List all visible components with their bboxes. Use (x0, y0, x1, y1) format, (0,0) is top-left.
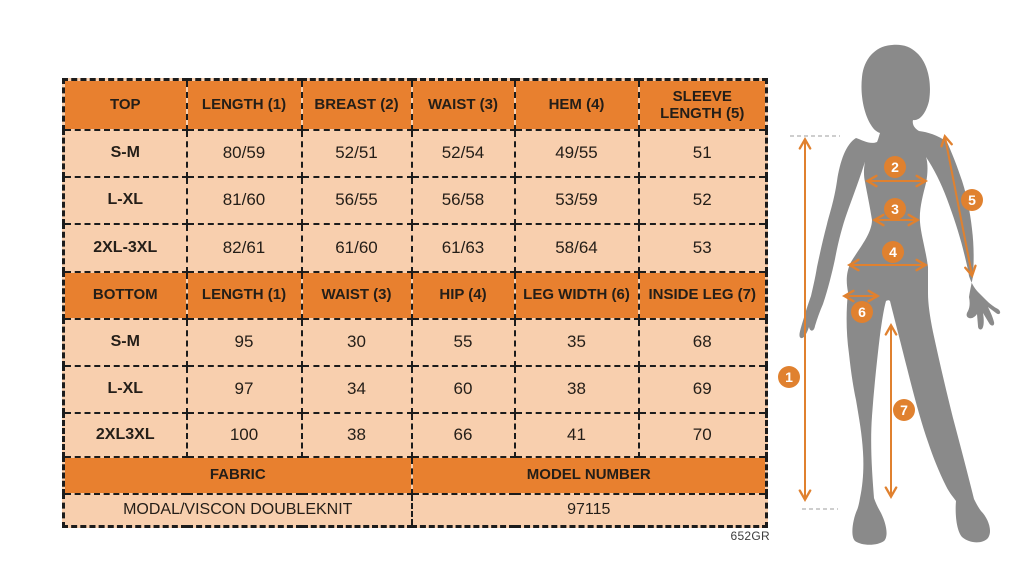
table-row: S-M 95 30 55 35 68 (62, 317, 768, 367)
cell-value: 68 (637, 317, 768, 367)
cell-value: 51 (637, 128, 768, 178)
figure-canvas (790, 44, 1001, 545)
size-label: L-XL (62, 175, 188, 225)
col-header-bottom: BOTTOM (62, 270, 188, 320)
measure-marker-2: 2 (884, 156, 906, 178)
measure-marker-5: 5 (961, 189, 983, 211)
col-header-inside-leg-7: INSIDE LEG (7) (637, 270, 768, 320)
woman-silhouette (799, 44, 1001, 545)
fabric-value: MODAL/VISCON DOUBLEKNIT (62, 492, 413, 528)
cell-value: 52 (637, 175, 768, 225)
cell-value: 49/55 (513, 128, 640, 178)
cell-value: 56/55 (300, 175, 413, 225)
cell-value: 30 (300, 317, 413, 367)
measure-marker-3: 3 (884, 198, 906, 220)
col-header-sleeve-length-5: SLEEVE LENGTH (5) (637, 78, 768, 131)
cell-value: 81/60 (185, 175, 303, 225)
col-header-length-1: LENGTH (1) (185, 270, 303, 320)
cell-value: 34 (300, 364, 413, 414)
cell-value: 56/58 (410, 175, 516, 225)
arrow-sleeve-5 (940, 134, 977, 278)
cell-value: 100 (185, 411, 303, 458)
cell-value: 55 (410, 317, 516, 367)
col-header-hem-4: HEM (4) (513, 78, 640, 131)
measure-marker-7: 7 (893, 399, 915, 421)
info-header-row: FABRIC MODEL NUMBER (62, 455, 768, 495)
col-header-top: TOP (62, 78, 188, 131)
cell-value: 95 (185, 317, 303, 367)
cell-value: 69 (637, 364, 768, 414)
cell-value: 80/59 (185, 128, 303, 178)
cell-value: 35 (513, 317, 640, 367)
size-label: L-XL (62, 364, 188, 414)
top-header-row: TOP LENGTH (1) BREAST (2) WAIST (3) HEM … (62, 78, 768, 131)
cell-value: 66 (410, 411, 516, 458)
cell-value: 38 (300, 411, 413, 458)
table-row: S-M 80/59 52/51 52/54 49/55 51 (62, 128, 768, 178)
col-header-waist-3: WAIST (3) (300, 270, 413, 320)
size-label: S-M (62, 317, 188, 367)
style-code: 652GR (730, 529, 770, 543)
cell-value: 60 (410, 364, 516, 414)
cell-value: 53/59 (513, 175, 640, 225)
size-label: S-M (62, 128, 188, 178)
cell-value: 41 (513, 411, 640, 458)
cell-value: 52/51 (300, 128, 413, 178)
table-row: L-XL 97 34 60 38 69 (62, 364, 768, 414)
cell-value: 82/61 (185, 222, 303, 273)
measure-marker-6: 6 (851, 301, 873, 323)
cell-value: 38 (513, 364, 640, 414)
cell-value: 70 (637, 411, 768, 458)
col-header-breast-2: BREAST (2) (300, 78, 413, 131)
table-row: 2XL-3XL 82/61 61/60 61/63 58/64 53 (62, 222, 768, 273)
measurement-figure: 1 2 3 4 5 6 7 (778, 20, 1024, 565)
model-number-header: MODEL NUMBER (410, 455, 768, 495)
cell-value: 61/60 (300, 222, 413, 273)
cell-value: 58/64 (513, 222, 640, 273)
col-header-waist-3: WAIST (3) (410, 78, 516, 131)
measure-marker-4: 4 (882, 241, 904, 263)
table-row: 2XL3XL 100 38 66 41 70 (62, 411, 768, 458)
size-label: 2XL3XL (62, 411, 188, 458)
cell-value: 61/63 (410, 222, 516, 273)
fabric-header: FABRIC (62, 455, 413, 495)
model-number-value: 97115 (410, 492, 768, 528)
col-header-length-1: LENGTH (1) (185, 78, 303, 131)
col-header-leg-width-6: LEG WIDTH (6) (513, 270, 640, 320)
cell-value: 97 (185, 364, 303, 414)
info-value-row: MODAL/VISCON DOUBLEKNIT 97115 (62, 492, 768, 528)
measure-marker-1: 1 (778, 366, 800, 388)
bottom-header-row: BOTTOM LENGTH (1) WAIST (3) HIP (4) LEG … (62, 270, 768, 320)
size-label: 2XL-3XL (62, 222, 188, 273)
col-header-hip-4: HIP (4) (410, 270, 516, 320)
cell-value: 52/54 (410, 128, 516, 178)
size-chart-table: TOP LENGTH (1) BREAST (2) WAIST (3) HEM … (62, 78, 768, 528)
table-row: L-XL 81/60 56/55 56/58 53/59 52 (62, 175, 768, 225)
cell-value: 53 (637, 222, 768, 273)
